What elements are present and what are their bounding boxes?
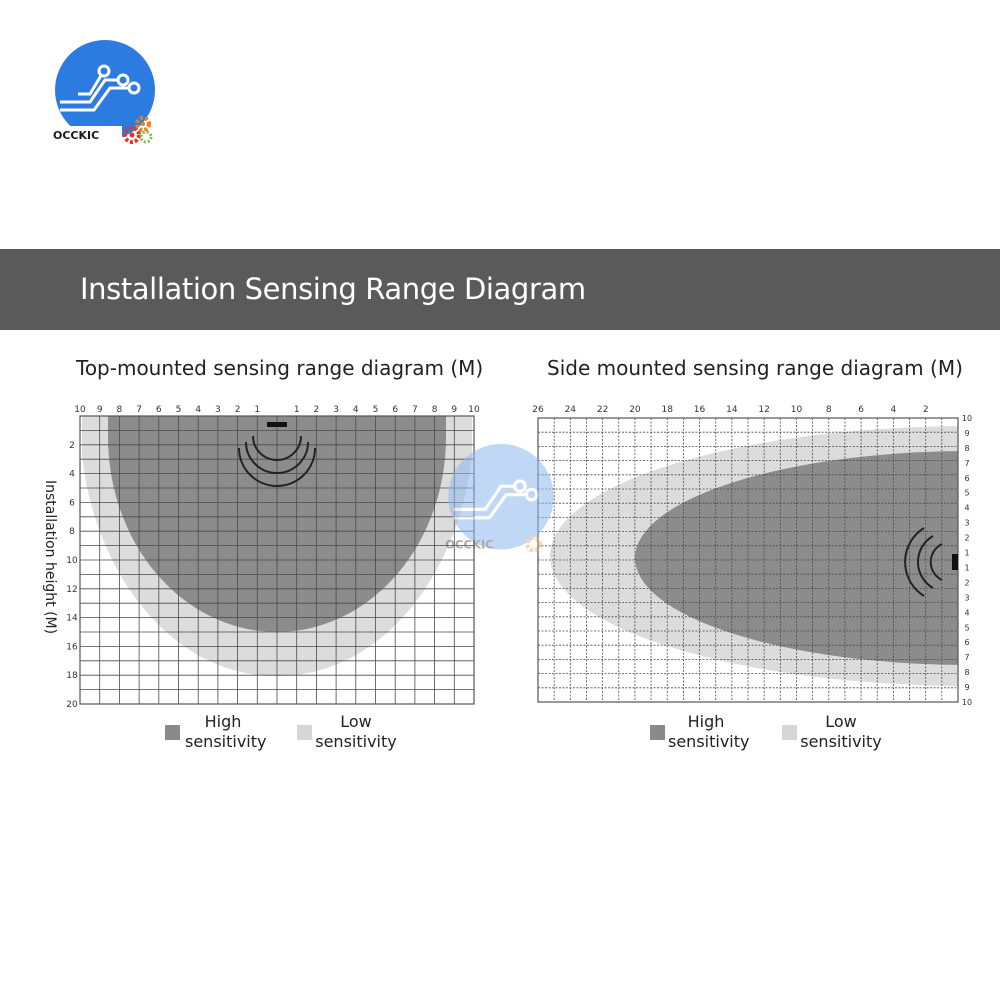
logo-text: OCCKIC (53, 129, 99, 142)
high-legend-label: High sensitivity (185, 712, 267, 752)
x-tick-label: 4 (195, 405, 201, 415)
side-x-tick-label: 16 (694, 405, 706, 415)
top-mounted-diagram: 10 9 8 7 6 5 4 3 2 1 1 2 3 4 5 6 7 8 9 10 2468101214161820 … (66, 405, 480, 710)
y-tick-label: 12 (66, 585, 77, 595)
x-tick-label: 9 (451, 405, 457, 415)
x-tick-label: 5 (176, 405, 182, 415)
y-tick-label: 2 (69, 441, 75, 451)
x-tick-label: 3 (333, 405, 339, 415)
x-tick-label: 1 (254, 405, 260, 415)
y-tick-label: 18 (66, 671, 78, 681)
side-y-tick-label: 10 (962, 414, 972, 423)
low-legend-label-right: Low sensitivity (800, 712, 882, 752)
x-tick-label: 5 (373, 405, 379, 415)
top-mounted-title: Top-mounted sensing range diagram (M) (76, 356, 484, 380)
side-x-tick-label: 8 (826, 405, 832, 415)
side-x-tick-label: 10 (791, 405, 803, 415)
side-y-tick-label: 6 (964, 638, 969, 647)
installation-height-label: Installation height (M) (42, 480, 58, 635)
side-y-tick-label: 7 (964, 653, 969, 662)
x-tick-label: 2 (314, 405, 320, 415)
y-tick-label: 8 (69, 527, 75, 537)
side-x-tick-label: 26 (532, 405, 544, 415)
x-tick-label: 10 (74, 405, 86, 415)
occkic-logo: OCCKIC (50, 40, 155, 144)
x-tick-label: 8 (117, 405, 123, 415)
watermark-logo: OCCKIC (445, 444, 554, 553)
high-label-line1-right: High (687, 712, 725, 731)
y-tick-label: 14 (66, 614, 78, 624)
side-y-tick-label: 7 (964, 459, 969, 468)
y-tick-label: 20 (66, 700, 78, 710)
watermark-text: OCCKIC (445, 537, 494, 551)
high-label-line2: sensitivity (185, 732, 267, 751)
side-x-tick-label: 12 (758, 405, 769, 415)
side-y-tick-label: 1 (964, 549, 969, 558)
low-swatch-right (782, 725, 797, 740)
side-sensor-icon (904, 527, 958, 597)
side-mounted-title: Side mounted sensing range diagram (M) (547, 356, 963, 380)
side-x-tick-label: 4 (891, 405, 897, 415)
side-x-tick-label: 2 (923, 405, 929, 415)
side-y-tick-label: 6 (964, 474, 969, 483)
x-tick-label: 7 (412, 405, 418, 415)
side-y-tick-label: 9 (964, 429, 969, 438)
high-label-line1: High (204, 712, 242, 731)
low-label-line1: Low (340, 712, 372, 731)
page-title: Installation Sensing Range Diagram (80, 272, 586, 306)
x-tick-label: 2 (235, 405, 241, 415)
side-y-tick-label: 10 (962, 698, 972, 707)
x-tick-label: 4 (353, 405, 359, 415)
x-tick-label: 6 (392, 405, 398, 415)
y-tick-label: 10 (66, 556, 78, 566)
side-y-tick-label: 5 (964, 489, 969, 498)
side-y-tick-label: 9 (964, 683, 969, 692)
low-label-line2-right: sensitivity (800, 732, 882, 751)
high-legend-label-right: High sensitivity (668, 712, 750, 752)
x-tick-label: 8 (432, 405, 438, 415)
x-tick-label: 9 (97, 405, 103, 415)
low-label-line1-right: Low (825, 712, 857, 731)
x-tick-label: 10 (468, 405, 480, 415)
left-legend: High sensitivity Low sensitivity (165, 712, 415, 756)
side-mounted-diagram: 26 24 22 20 18 16 14 12 10 8 6 4 2 10987654321123456… (532, 405, 972, 707)
y-tick-label: 6 (69, 498, 75, 508)
side-y-tick-label: 8 (964, 668, 969, 677)
high-swatch (165, 725, 180, 740)
low-label-line2: sensitivity (315, 732, 397, 751)
side-y-tick-label: 3 (964, 519, 969, 528)
side-x-tick-label: 22 (597, 405, 608, 415)
side-y-tick-label: 1 (964, 563, 969, 572)
side-y-tick-label: 4 (964, 504, 969, 513)
high-label-line2-right: sensitivity (668, 732, 750, 751)
title-banner: Installation Sensing Range Diagram (0, 249, 1000, 330)
low-swatch (297, 725, 312, 740)
side-y-tick-label: 3 (964, 593, 969, 602)
x-tick-label: 7 (136, 405, 142, 415)
side-y-tick-label: 8 (964, 444, 969, 453)
high-swatch-right (650, 725, 665, 740)
low-legend-label: Low sensitivity (315, 712, 397, 752)
y-tick-label: 16 (66, 642, 78, 652)
x-tick-label: 6 (156, 405, 162, 415)
side-y-tick-label: 4 (964, 608, 969, 617)
right-legend: High sensitivity Low sensitivity (650, 712, 900, 756)
side-x-tick-label: 6 (858, 405, 864, 415)
side-x-tick-label: 18 (662, 405, 674, 415)
side-y-tick-label: 2 (964, 534, 969, 543)
sensor-icon (238, 422, 316, 487)
side-x-tick-label: 20 (629, 405, 641, 415)
side-x-tick-label: 14 (726, 405, 738, 415)
x-tick-label: 1 (294, 405, 300, 415)
y-tick-label: 4 (69, 470, 75, 480)
side-y-tick-label: 5 (964, 623, 969, 632)
x-tick-label: 3 (215, 405, 221, 415)
side-x-tick-label: 24 (565, 405, 577, 415)
side-y-tick-label: 2 (964, 578, 969, 587)
